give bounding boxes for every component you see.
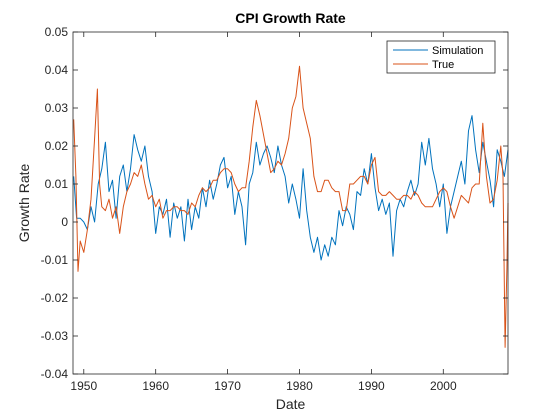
legend-label-simulation: Simulation [432, 45, 483, 57]
y-tick-label: 0.03 [45, 101, 69, 115]
x-tick-label: 1970 [214, 379, 241, 393]
legend-box [386, 40, 496, 74]
y-tick-label: -0.01 [41, 253, 69, 267]
x-tick-label: 1960 [142, 379, 169, 393]
y-tick-label: -0.02 [41, 291, 69, 305]
y-tick-label: 0.05 [45, 25, 69, 39]
y-axis-label: Growth Rate [16, 163, 32, 242]
legend-label-true: True [432, 59, 454, 71]
series-layer [73, 65, 509, 348]
chart-title: CPI Growth Rate [235, 10, 346, 26]
x-axis-label: Date [276, 396, 306, 412]
legend: Simulation True [386, 40, 496, 74]
plot-frame [72, 31, 509, 375]
y-tick-label: 0.04 [45, 63, 69, 77]
series-line-simulation [73, 115, 509, 261]
y-tick-label: 0 [61, 215, 68, 229]
x-tick-label: 1980 [286, 379, 313, 393]
y-axis-ticks: -0.04 -0.03 -0.02 -0.01 0 0.01 0.02 0.03 0.04 0.0… [41, 25, 508, 381]
y-tick-label: -0.04 [41, 367, 69, 381]
y-tick-label: -0.03 [41, 329, 69, 343]
x-tick-label: 2000 [430, 379, 457, 393]
plot-area [73, 32, 508, 374]
x-axis-ticks: 1950 1960 1970 1980 1990 2000 [70, 32, 457, 393]
x-tick-label: 1950 [70, 379, 97, 393]
x-tick-label: 1990 [358, 379, 385, 393]
y-tick-label: 0.02 [45, 139, 69, 153]
series-line-true [73, 65, 509, 348]
y-tick-label: 0.01 [45, 177, 69, 191]
